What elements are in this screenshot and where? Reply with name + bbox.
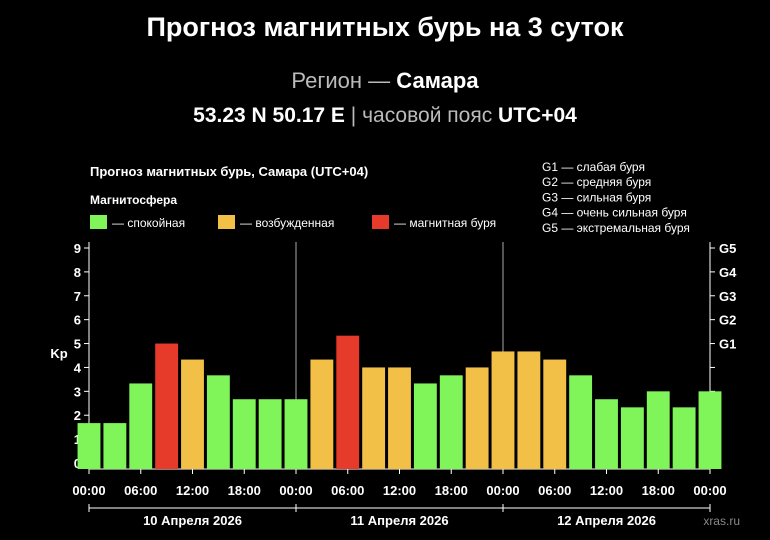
y-tick-label: 6: [74, 313, 81, 328]
x-tick-label: 12:00: [590, 483, 623, 498]
kp-bar: [284, 399, 308, 469]
timezone-label: | часовой пояс: [350, 104, 493, 127]
storm-scale-item: G4 — очень сильная буря: [542, 206, 687, 220]
x-tick-label: 06:00: [538, 483, 571, 498]
x-tick-label: 06:00: [124, 483, 157, 498]
legend-label: — возбужденная: [240, 216, 334, 230]
x-tick-label: 00:00: [486, 483, 519, 498]
y-tick-label: 4: [74, 360, 82, 375]
y-axis-label: Kp: [50, 346, 67, 361]
kp-bar: [620, 407, 644, 469]
kp-bar: [491, 351, 515, 469]
legend-title: Магнитосфера: [90, 193, 177, 207]
kp-bar: [77, 423, 101, 469]
x-tick-label: 06:00: [331, 483, 364, 498]
g-scale-label: G3: [719, 289, 736, 304]
x-tick-label: 18:00: [435, 483, 468, 498]
y-tick-label: 8: [74, 265, 81, 280]
storm-scale-item: G3 — сильная буря: [542, 190, 651, 204]
y-tick-label: 0: [74, 456, 81, 471]
g-scale-label: G5: [719, 241, 736, 256]
coords-line: 53.23 N 50.17 E | часовой пояс UTC+04: [0, 104, 770, 128]
kp-bar: [232, 399, 256, 469]
kp-bar: [388, 367, 411, 469]
g-scale-label: G1: [719, 337, 736, 352]
y-tick-label: 9: [74, 241, 81, 256]
kp-bar: [181, 359, 204, 469]
y-tick-label: 5: [74, 337, 81, 352]
legend-swatch: [372, 215, 389, 229]
kp-bar: [517, 351, 541, 469]
day-label: 10 Апреля 2026: [143, 513, 242, 528]
kp-bar: [595, 399, 618, 469]
x-tick-label: 18:00: [642, 483, 675, 498]
day-label: 11 Апреля 2026: [350, 513, 448, 528]
day-label: 12 Апреля 2026: [557, 513, 656, 528]
y-tick-label: 3: [74, 384, 81, 399]
y-tick-label: 1: [74, 432, 81, 447]
g-scale-label: G2: [719, 313, 736, 328]
kp-bar: [439, 375, 463, 469]
plot-area: 0 1 2 3 4 5 6 7 8 9 G1 G2 G3 G4 G5 00:00 06:00 12:00 18:00…: [72, 241, 737, 528]
legend: — спокойная — возбужденная — магнитная бур…: [90, 215, 496, 230]
watermark: xras.ru: [703, 514, 740, 528]
x-tick-label: 18:00: [228, 483, 261, 498]
kp-bar: [465, 367, 489, 469]
kp-bar: [206, 375, 230, 469]
legend-swatch: [218, 215, 235, 229]
y-tick-label: 7: [74, 289, 81, 304]
x-tick-label: 12:00: [383, 483, 416, 498]
chart-title: Прогноз магнитных бурь, Самара (UTC+04): [90, 164, 368, 179]
kp-bar: [543, 359, 567, 469]
storm-scale-item: G1 — слабая буря: [542, 160, 645, 174]
coordinates: 53.23 N 50.17 E: [193, 104, 345, 127]
x-tick-label: 12:00: [176, 483, 209, 498]
kp-bar: [569, 375, 593, 469]
x-tick-label: 00:00: [72, 483, 105, 498]
x-tick-label: 00:00: [279, 483, 312, 498]
legend-label: — спокойная: [112, 216, 185, 230]
kp-bar: [103, 423, 127, 469]
kp-bar: [672, 407, 696, 469]
g-scale-label: G4: [719, 265, 737, 280]
region-name: Самара: [396, 68, 479, 93]
legend-label: — магнитная буря: [394, 216, 496, 230]
kp-bar: [698, 391, 722, 469]
kp-bar: [362, 367, 386, 469]
x-tick-label: 00:00: [693, 483, 726, 498]
timezone-value: UTC+04: [498, 104, 577, 127]
region-label: Регион —: [291, 68, 391, 93]
kp-bar: [336, 335, 360, 469]
kp-bar: [258, 399, 282, 469]
storm-scale-item: G2 — средняя буря: [542, 175, 651, 189]
legend-swatch: [90, 215, 107, 229]
kp-bar: [646, 391, 670, 469]
kp-bar: [413, 383, 437, 469]
storm-scale-item: G5 — экстремальная буря: [542, 221, 690, 235]
kp-bar: [129, 383, 153, 469]
y-tick-label: 2: [74, 408, 81, 423]
page-title: Прогноз магнитных бурь на 3 суток: [146, 12, 624, 42]
kp-bar: [310, 359, 334, 469]
region-line: Регион — Самара: [0, 68, 770, 94]
kp-bar: [155, 343, 179, 469]
